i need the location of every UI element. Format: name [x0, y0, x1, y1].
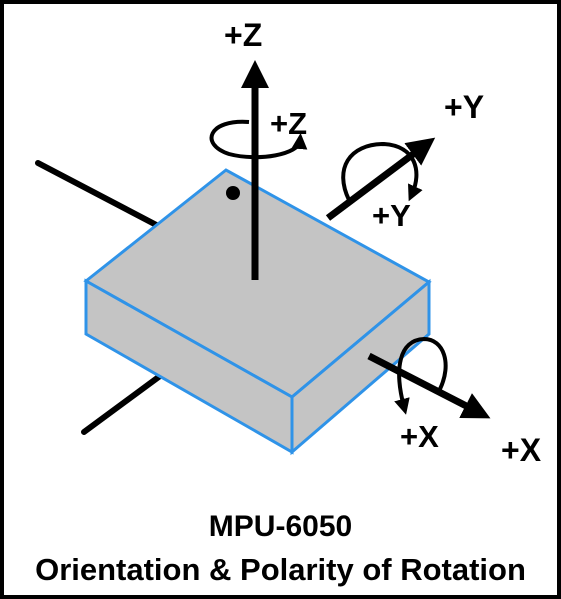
chip-block	[83, 168, 432, 456]
x-rotation-label: +X	[400, 419, 439, 454]
y-axis-label: +Y	[444, 89, 484, 125]
caption-title: MPU-6050	[208, 510, 353, 543]
z-axis-label: +Z	[224, 17, 262, 53]
z-rotation-label: +Z	[270, 106, 307, 141]
x-axis-arrow	[367, 352, 491, 419]
x-axis-label: +X	[501, 432, 542, 468]
pin1-dot	[226, 186, 240, 200]
y-rotation-arrow	[341, 141, 423, 202]
chip-side-face	[290, 278, 431, 456]
z-rotation-arrow	[209, 119, 308, 160]
caption-subtitle: Orientation & Polarity of Rotation	[35, 552, 526, 587]
y-rotation-label: +Y	[372, 198, 411, 233]
mpu6050-orientation-diagram: +Z +Z +Y +Y +X +X	[35, 17, 542, 468]
y-axis-back-segment	[35, 160, 167, 232]
y-axis-arrow	[325, 137, 436, 221]
x-rotation-arrow	[394, 336, 448, 415]
